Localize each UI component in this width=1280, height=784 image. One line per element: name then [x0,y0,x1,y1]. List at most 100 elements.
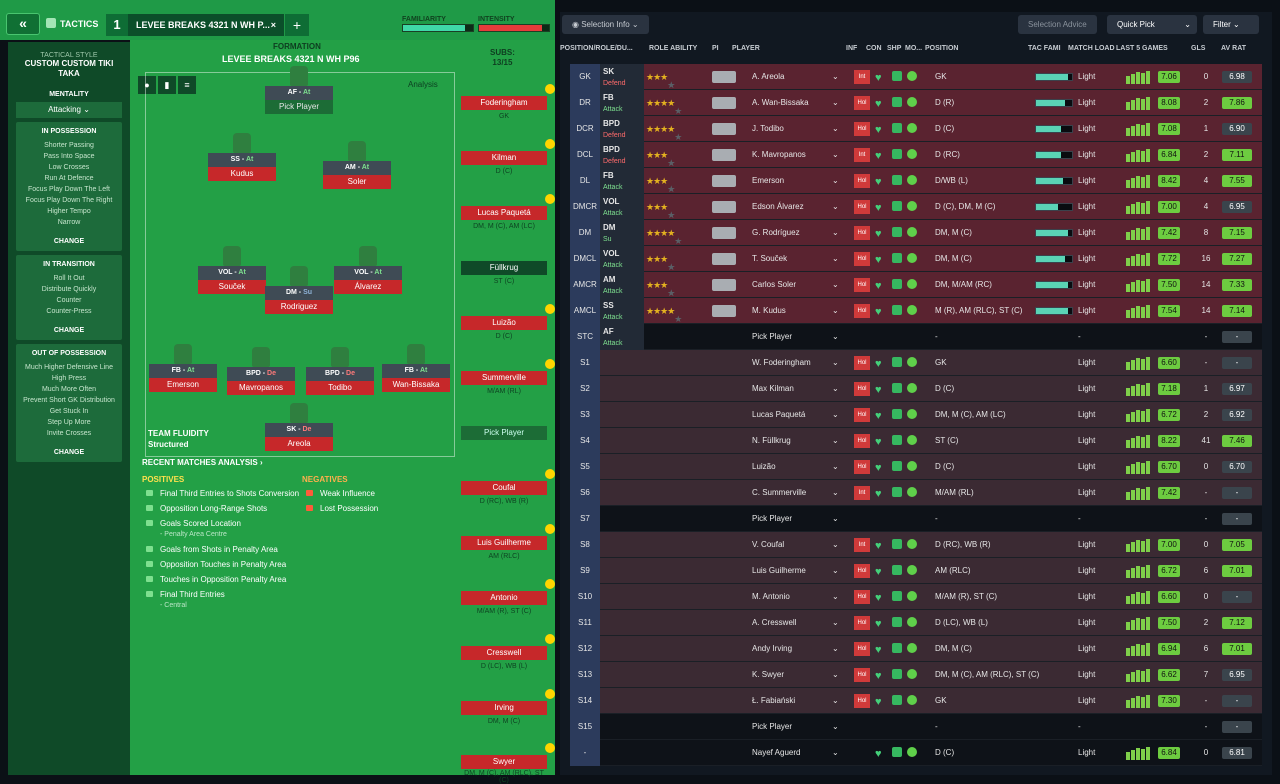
player-name[interactable]: Pick Player [752,332,793,341]
filter-button[interactable]: Filter ⌄ [1203,15,1259,34]
sub-player[interactable]: Füllkrug [461,261,547,275]
slot-bpd-r[interactable]: BPD - De Todibo [306,347,374,395]
chevron-down-icon[interactable]: ⌄ [832,150,839,159]
role-cell[interactable]: AF Attack [600,324,644,350]
chevron-down-icon[interactable]: ⌄ [832,72,839,81]
table-row[interactable]: S1 W. Foderingham ⌄ Hol ♥ GK Light 6.60 - - [570,350,1262,376]
sub-slot[interactable]: Füllkrug ST (C) [461,261,547,285]
player-instructions-icon[interactable] [712,279,736,291]
quick-pick-button[interactable]: Quick Pick ⌄ [1107,15,1197,34]
table-row[interactable]: S6 C. Summerville ⌄ Int ♥ M/AM (RL) Light 7.42 -… [570,480,1262,506]
role-cell[interactable]: AM Attack [600,272,644,298]
table-row[interactable]: S8 V. Coufal ⌄ Int ♥ D (RC), WB (R) Light 7.00 0… [570,532,1262,558]
slot-player[interactable]: Soler [323,175,391,189]
player-name[interactable]: Emerson [752,176,785,185]
chevron-down-icon[interactable]: ⌄ [832,540,839,549]
player-name[interactable]: Lucas Paquetá [752,410,806,419]
col-role-ability[interactable]: ROLE ABILITY [649,45,698,52]
col-player[interactable]: PLAYER [732,45,760,52]
slot-role[interactable]: BPD - De [227,367,295,381]
slot-fb-l[interactable]: FB - At Emerson [149,344,217,392]
player-instructions-icon[interactable] [712,149,736,161]
table-row[interactable]: DMCL VOL Attack ★★★ ★ ★ T. Souček ⌄ Hol ♥ DM, M (C… [570,246,1262,272]
chevron-down-icon[interactable]: ⌄ [832,514,839,523]
player-name[interactable]: V. Coufal [752,540,785,549]
change-in-transition-button[interactable]: CHANGE [53,327,85,334]
back-button[interactable]: « [6,13,40,35]
col-inf[interactable]: INF [846,45,858,52]
player-name[interactable]: Ł. Fabiański [752,696,796,705]
slot-sk[interactable]: SK - De Areola [265,403,333,451]
col-con[interactable]: CON [866,45,882,52]
slot-role[interactable]: VOL - At [198,266,266,280]
sub-player[interactable]: Swyer [461,755,547,769]
player-name[interactable]: Luis Guilherme [752,566,806,575]
slot-player[interactable]: Souček [198,280,266,294]
slot-player[interactable]: Areola [265,437,333,451]
player-name[interactable]: M. Antonio [752,592,790,601]
chevron-down-icon[interactable]: ⌄ [832,644,839,653]
sub-slot[interactable]: Luis Guilherme AM (RLC) [461,524,555,560]
formation-name[interactable]: LEVEE BREAKS 4321 N WH P96 [222,54,360,64]
swap-icon[interactable] [545,743,555,753]
player-view-icon[interactable]: ● [138,76,156,94]
sub-slot[interactable]: Pick Player [461,426,547,440]
sub-player[interactable]: Luis Guilherme [461,536,547,550]
sub-player[interactable]: Pick Player [461,426,547,440]
sub-slot[interactable]: Summerville M/AM (RL) [461,359,555,395]
selection-info-button[interactable]: ◉ Selection Info ⌄ [562,15,649,34]
swap-icon[interactable] [545,579,555,589]
player-name[interactable]: Max Kilman [752,384,794,393]
chevron-down-icon[interactable]: ⌄ [832,592,839,601]
col-position[interactable]: POSITION [925,45,959,52]
slot-am[interactable]: AM - At Soler [323,141,391,189]
table-row[interactable]: STC AF Attack Pick Player ⌄ - - - - [570,324,1262,350]
player-name[interactable]: Nayef Aguerd [752,748,801,757]
chevron-down-icon[interactable]: ⌄ [832,332,839,341]
sub-slot[interactable]: Coufal D (RC), WB (R) [461,469,555,505]
col-mo[interactable]: MO... [905,45,923,52]
slot-role[interactable]: AM - At [323,161,391,175]
chevron-down-icon[interactable]: ⌄ [832,696,839,705]
chevron-down-icon[interactable]: ⌄ [832,488,839,497]
change-out-of-possession-button[interactable]: CHANGE [53,449,85,456]
slot-player[interactable]: Álvarez [334,280,402,294]
chevron-down-icon[interactable]: ⌄ [832,176,839,185]
mentality-dropdown[interactable]: Attacking ⌄ [16,102,122,118]
slot-dm[interactable]: DM - Su Rodriguez [265,266,333,314]
table-row[interactable]: GK SK Defend ★★★ ★ ★ A. Areola ⌄ Int ♥ GK Light 7.06… [570,64,1262,90]
player-name[interactable]: A. Areola [752,72,785,81]
role-cell[interactable]: DM Su [600,220,644,246]
chevron-down-icon[interactable]: ⌄ [832,98,839,107]
table-row[interactable]: S7 Pick Player ⌄ - - - - [570,506,1262,532]
chevron-down-icon[interactable]: ⌄ [832,228,839,237]
table-row[interactable]: S3 Lucas Paquetá ⌄ Hol ♥ DM, M (C), AM (LC) Li… [570,402,1262,428]
player-name[interactable]: N. Füllkrug [752,436,791,445]
slot-fb-r[interactable]: FB - At Wan-Bissaka [382,344,450,392]
player-name[interactable]: G. Rodríguez [752,228,800,237]
player-instructions-icon[interactable] [712,123,736,135]
slot-role[interactable]: FB - At [149,364,217,378]
tactic-tab[interactable]: LEVEE BREAKS 4321 N WH P... × [128,14,284,36]
slot-af[interactable]: AF - At Pick Player [265,66,333,114]
slot-role[interactable]: VOL - At [334,266,402,280]
slot-role[interactable]: AF - At [265,86,333,100]
slot-role[interactable]: FB - At [382,364,450,378]
table-row[interactable]: DCL BPD Defend ★★★ ★ ★ K. Mavropanos ⌄ Int ♥ D (RC… [570,142,1262,168]
sub-player[interactable]: Coufal [461,481,547,495]
chevron-down-icon[interactable]: ⌄ [832,566,839,575]
sub-player[interactable]: Foderingham [461,96,547,110]
list-view-icon[interactable]: ≡ [178,76,196,94]
player-instructions-icon[interactable] [712,305,736,317]
slot-vol-r[interactable]: VOL - At Souček [198,246,266,294]
sub-player[interactable]: Summerville [461,371,547,385]
change-in-possession-button[interactable]: CHANGE [53,238,85,245]
tactic-tab-number[interactable]: 1 [106,14,128,36]
table-row[interactable]: S2 Max Kilman ⌄ Hol ♥ D (C) Light 7.18 1 6.97 [570,376,1262,402]
col-tac-fami[interactable]: TAC FAMI [1028,45,1061,52]
chevron-down-icon[interactable]: ⌄ [832,748,839,757]
role-cell[interactable]: VOL Attack [600,246,644,272]
sub-slot[interactable]: Foderingham GK [461,84,555,120]
col-av-rat[interactable]: AV RAT [1221,45,1247,52]
swap-icon[interactable] [545,84,555,94]
